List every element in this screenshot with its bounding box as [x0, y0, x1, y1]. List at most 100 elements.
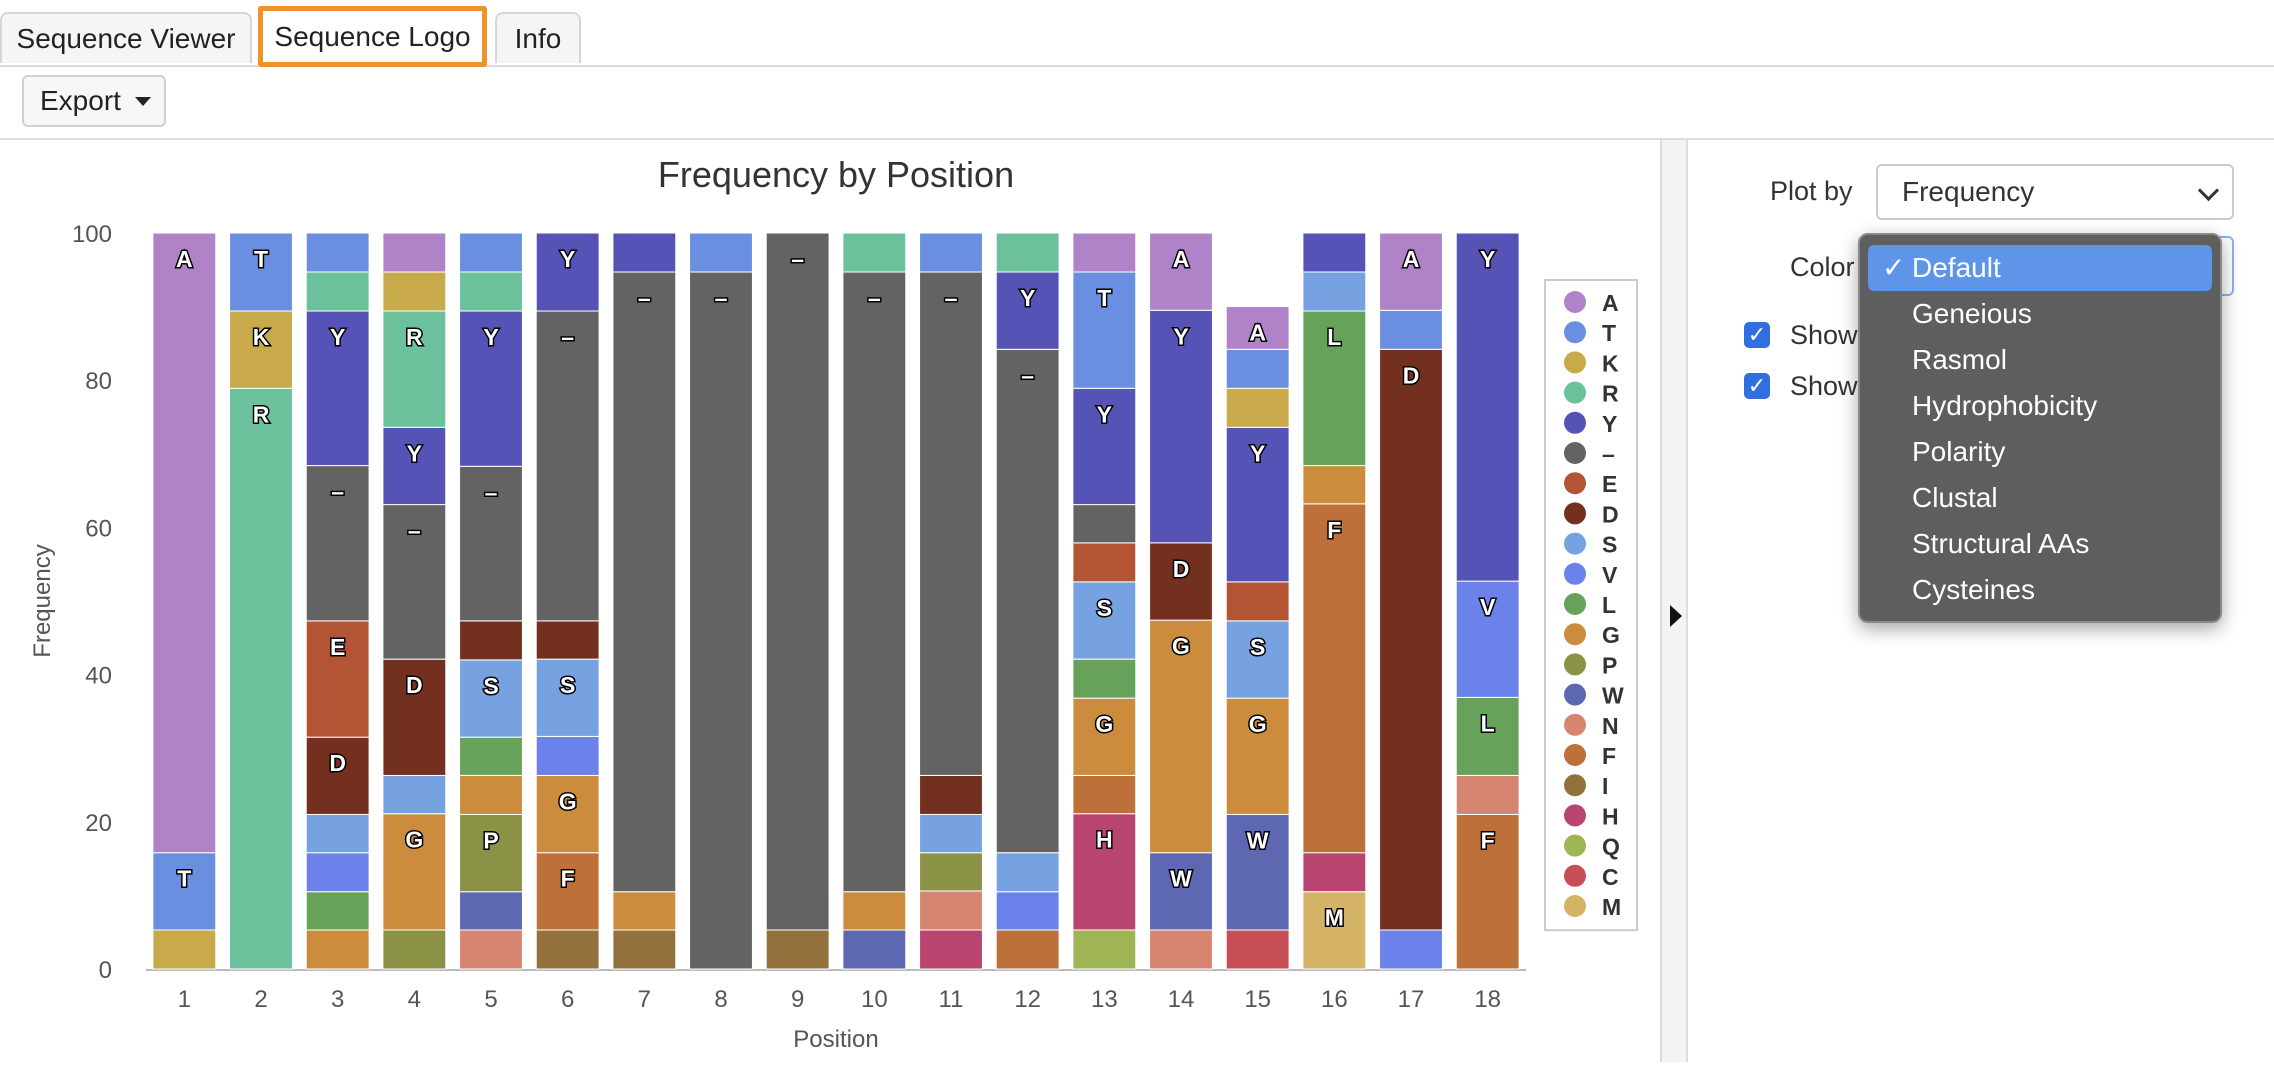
color-option-rasmol[interactable]: Rasmol: [1912, 344, 2007, 375]
legend-swatch: [1564, 593, 1586, 615]
x-tick-label: 8: [714, 986, 727, 1013]
bar-segment: [535, 735, 600, 776]
bar-segment: [919, 852, 983, 892]
legend-swatch: [1564, 864, 1586, 887]
sequence-logo-chart: Frequency by Position 0 20 40 60 80 100 Frequen…: [29, 154, 1638, 1053]
segment-label: –: [868, 285, 881, 311]
bar-segment: [1302, 891, 1367, 970]
color-option-hydrophobicity[interactable]: Hydrophobicity: [1912, 390, 2098, 421]
plot-by-select[interactable]: Frequency: [1876, 164, 2234, 220]
segment-label: L: [1481, 710, 1495, 736]
tab-info[interactable]: Info: [495, 12, 581, 63]
color-option-geneious[interactable]: Geneious: [1912, 298, 2032, 329]
bar-segment: [1149, 542, 1213, 621]
segment-label: H: [1096, 827, 1113, 853]
export-button[interactable]: Export: [22, 75, 166, 127]
bar-segment: [1225, 306, 1290, 350]
legend-swatch: [1564, 351, 1586, 374]
legend-label: A: [1602, 290, 1619, 316]
y-tick-label: 60: [85, 515, 112, 542]
segment-label: Y: [330, 324, 345, 350]
show-label-1: Show: [1790, 320, 1858, 350]
legend-label: G: [1602, 622, 1620, 648]
bar-segment: [535, 852, 600, 931]
segment-label: F: [561, 866, 575, 892]
bar-segment: [459, 891, 523, 931]
bar-segment: [919, 232, 983, 273]
bar-segment: [459, 232, 523, 273]
legend-label: M: [1602, 894, 1621, 920]
bar-segment: [919, 813, 983, 854]
segment-label: D: [1403, 362, 1420, 388]
legend-label: –: [1602, 441, 1615, 467]
bar-segment: [689, 271, 753, 970]
y-tick-label: 0: [99, 957, 112, 984]
bar-segment: [995, 929, 1060, 970]
bar-segment: [1149, 929, 1213, 970]
bar-segment: [535, 232, 600, 312]
segment-label: D: [1173, 556, 1190, 582]
tab-sequence-logo[interactable]: Sequence Logo: [258, 6, 487, 67]
segment-label: S: [560, 672, 575, 698]
color-option-default[interactable]: ✓ Default: [1868, 245, 2212, 291]
legend-label: R: [1602, 381, 1619, 407]
color-option-polarity[interactable]: Polarity: [1912, 436, 2006, 467]
panel-divider[interactable]: [1660, 140, 1688, 1062]
bar-segment: [1455, 580, 1520, 698]
show-checkbox-2[interactable]: ✓: [1744, 373, 1770, 399]
bar-segment: [1225, 348, 1290, 389]
segment-label: T: [177, 866, 191, 892]
bar-segment: [995, 271, 1060, 350]
x-tick-label: 4: [408, 986, 421, 1013]
bar-segment: [1225, 581, 1290, 622]
y-tick-label: 40: [85, 663, 112, 690]
color-dropdown-menu: ✓ Default Geneious Rasmol Hydrophobicity …: [1858, 233, 2222, 623]
bar-segment: [1379, 309, 1443, 350]
bar-segment: [612, 271, 677, 893]
bar-segment: [535, 929, 600, 970]
bar-segment: [459, 813, 523, 893]
tab-sequence-viewer[interactable]: Sequence Viewer: [0, 12, 252, 63]
bar-segment: [459, 310, 523, 467]
bar-segment: [1149, 619, 1213, 854]
bar-segment: [459, 929, 523, 970]
segment-label: S: [1097, 595, 1112, 621]
bar-segment: [152, 852, 217, 931]
legend-label: H: [1602, 803, 1619, 829]
bar-segment: [459, 736, 523, 776]
bar-segment: [612, 891, 677, 931]
bar-segment: [1455, 696, 1520, 776]
chevron-down-icon: [2197, 179, 2220, 202]
show-checkbox-1[interactable]: ✓: [1744, 322, 1770, 348]
bar-segment: [229, 387, 293, 970]
x-tick-label: 12: [1014, 986, 1041, 1013]
color-option-clustal[interactable]: Clustal: [1912, 482, 1998, 513]
segment-label: Y: [1020, 285, 1035, 311]
bar-segment: [612, 929, 677, 970]
plot-by-value: Frequency: [1902, 176, 2035, 207]
legend-swatch: [1564, 653, 1586, 676]
bar-segment: [305, 852, 370, 893]
segment-label: W: [1170, 866, 1192, 892]
bar-segment: [919, 890, 983, 931]
bar-segment: [919, 774, 983, 815]
bar-segment: [152, 929, 217, 970]
legend-box: [1544, 279, 1638, 932]
color-option-cysteines[interactable]: Cysteines: [1912, 574, 2035, 605]
legend-label: Y: [1602, 411, 1617, 437]
bar-segment: [1302, 852, 1367, 893]
segment-label: A: [1249, 320, 1266, 346]
segment-label: S: [1250, 634, 1265, 660]
expand-arrow-icon[interactable]: [1670, 605, 1682, 627]
segment-label: Y: [407, 440, 422, 466]
y-axis-label: Frequency: [29, 544, 56, 657]
caret-down-icon: [134, 96, 151, 106]
legend-label: P: [1602, 652, 1617, 678]
segment-label: M: [1325, 905, 1344, 931]
color-option-structural-aas[interactable]: Structural AAs: [1912, 528, 2090, 559]
x-tick-label: 5: [484, 986, 497, 1013]
segment-label: G: [1172, 633, 1190, 659]
segment-label: A: [1403, 246, 1420, 272]
x-tick-label: 10: [861, 986, 888, 1013]
bar-segment: [459, 659, 523, 738]
